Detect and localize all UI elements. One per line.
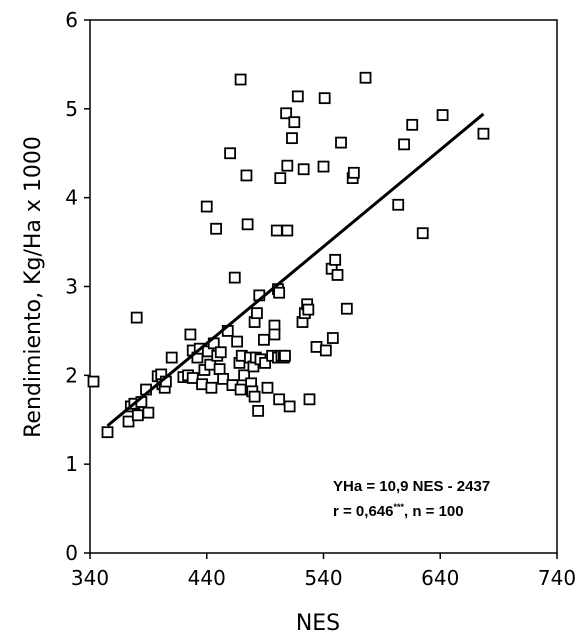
data-point <box>436 109 449 121</box>
data-point <box>319 344 332 357</box>
data-point <box>165 351 178 364</box>
data-point <box>297 163 310 176</box>
data-point <box>258 333 270 346</box>
data-point <box>252 404 265 417</box>
data-point <box>291 90 304 103</box>
data-point <box>238 369 251 382</box>
data-point <box>248 390 261 403</box>
data-point <box>335 136 347 149</box>
data-point <box>130 311 143 324</box>
data-point <box>318 92 331 105</box>
data-point <box>398 138 410 151</box>
data-point <box>281 159 294 172</box>
significance-stars: *** <box>393 502 404 512</box>
x-tick-label: 740 <box>538 566 576 590</box>
data-point <box>261 381 274 394</box>
data-point <box>283 400 296 413</box>
data-point <box>131 409 144 422</box>
y-tick-label: 2 <box>65 363 78 387</box>
data-point <box>101 426 114 439</box>
data-point <box>359 71 372 84</box>
data-point <box>302 303 315 316</box>
x-tick-label: 440 <box>188 566 226 590</box>
data-point <box>329 253 342 266</box>
data-point <box>240 169 253 182</box>
data-point <box>279 349 291 362</box>
data-point <box>286 132 298 145</box>
data-point <box>251 307 263 320</box>
data-point <box>234 383 247 396</box>
data-point <box>231 335 244 348</box>
data-point <box>416 227 429 240</box>
y-tick-label: 5 <box>65 97 78 121</box>
data-point <box>326 332 339 344</box>
data-point <box>347 166 360 179</box>
data-point <box>392 198 405 211</box>
x-tick-label: 640 <box>421 566 459 590</box>
sample-size: , n = 100 <box>404 503 464 520</box>
data-point <box>214 346 227 359</box>
data-point <box>281 224 294 237</box>
data-point <box>228 271 241 284</box>
data-point <box>303 393 316 406</box>
correlation-prefix: r = 0,646 <box>333 503 393 520</box>
data-point <box>210 222 222 235</box>
regression-equation: YHa = 10,9 NES - 2437 <box>333 478 490 495</box>
regression-line <box>106 112 485 427</box>
data-point <box>234 73 247 86</box>
y-axis: 0 1 2 3 4 5 6 <box>65 8 90 565</box>
data-point <box>340 302 353 315</box>
x-axis: 340 440 540 640 740 <box>71 553 576 590</box>
data-point <box>477 127 490 140</box>
data-point <box>259 356 272 369</box>
data-point <box>317 160 330 173</box>
y-tick-label: 4 <box>65 186 78 210</box>
data-point <box>200 200 213 213</box>
data-point <box>241 218 254 231</box>
x-tick-label: 540 <box>304 566 342 590</box>
data-point <box>122 415 135 428</box>
x-axis-title: NES <box>296 611 340 636</box>
data-point <box>270 224 283 237</box>
y-axis-title: Rendimiento, Kg/Ha x 1000 <box>21 136 46 438</box>
data-point <box>186 372 199 384</box>
data-point <box>274 172 287 185</box>
y-tick-label: 1 <box>65 452 78 476</box>
data-point <box>406 118 419 131</box>
regression-annotation: YHa = 10,9 NES - 2437 r = 0,646***, n = … <box>333 478 490 520</box>
x-tick-label: 340 <box>71 566 109 590</box>
data-point <box>288 116 301 129</box>
data-point <box>268 328 281 341</box>
data-point <box>184 328 197 341</box>
data-point <box>213 363 226 376</box>
data-point <box>273 393 286 406</box>
data-points <box>87 71 490 439</box>
data-point <box>217 372 229 385</box>
data-point <box>224 147 237 160</box>
data-point <box>273 286 286 299</box>
data-point <box>331 269 344 281</box>
y-tick-label: 6 <box>65 8 78 32</box>
data-point <box>142 406 155 419</box>
data-point <box>87 375 100 388</box>
y-tick-label: 3 <box>65 275 78 299</box>
regression-line-group <box>106 112 485 427</box>
data-point <box>205 381 218 394</box>
correlation-stats: r = 0,646***, n = 100 <box>333 502 464 520</box>
y-tick-label: 0 <box>65 541 78 565</box>
data-point <box>280 107 293 120</box>
